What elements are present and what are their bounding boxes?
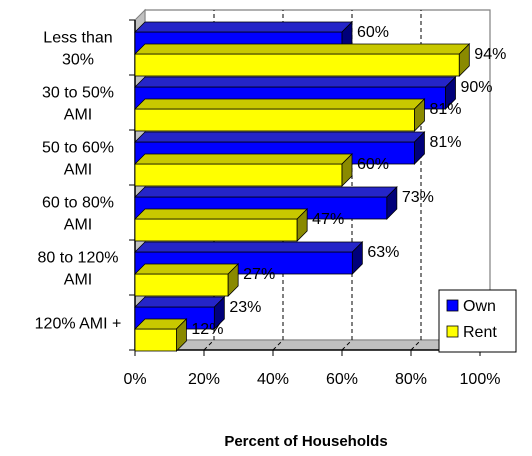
bar-side <box>414 131 425 165</box>
category-label: 50 to 60% <box>42 140 114 157</box>
rent-data-label: 12% <box>191 321 223 338</box>
data-labels: 60%94%90%81%81%60%73%47%63%27%23%12% <box>191 24 506 338</box>
rent-legend-swatch <box>446 325 459 338</box>
rent-bar <box>134 43 471 77</box>
bar-face <box>134 328 177 352</box>
bar-face <box>134 163 343 187</box>
own-data-label: 63% <box>367 244 399 261</box>
bar-face <box>134 53 460 77</box>
bars <box>134 21 471 352</box>
bar-top <box>134 296 226 308</box>
bar-top <box>134 131 426 143</box>
bar-top <box>134 153 353 165</box>
category-label: 30 to 50% <box>42 85 114 102</box>
x-tick-label: 20% <box>188 371 220 388</box>
own-data-label: 90% <box>461 79 493 96</box>
bar-top <box>134 43 471 55</box>
gridline-floor <box>272 339 284 351</box>
bar-side <box>175 318 187 352</box>
bar-top <box>134 76 457 88</box>
x-tick-label: 80% <box>395 371 427 388</box>
own-data-label: 73% <box>402 189 434 206</box>
bar-top <box>134 263 240 275</box>
category-label: 30% <box>62 52 94 69</box>
rent-data-label: 81% <box>429 101 461 118</box>
rent-data-label: 47% <box>312 211 344 228</box>
gridline-floor <box>203 339 215 351</box>
x-tick-label: 60% <box>326 371 358 388</box>
rent-data-label: 94% <box>474 46 506 63</box>
bar-face <box>134 108 415 132</box>
category-label: AMI <box>64 217 92 234</box>
bar-face <box>134 273 229 297</box>
category-label: 80 to 120% <box>38 250 119 267</box>
bar-side <box>458 43 470 77</box>
x-tick-label: 40% <box>257 371 289 388</box>
bar-face <box>134 218 298 242</box>
rent-data-label: 27% <box>243 266 275 283</box>
bar-side <box>386 186 398 220</box>
gridline-floor <box>341 339 353 351</box>
legend: Own Rent <box>438 289 517 353</box>
x-tick-label: 0% <box>123 371 146 388</box>
x-axis-title: Percent of Households <box>224 433 387 450</box>
bar-side <box>213 296 225 330</box>
category-label: 120% AMI + <box>35 316 122 333</box>
bar-side <box>351 241 363 275</box>
bar-side <box>296 208 308 242</box>
own-data-label: 60% <box>357 24 389 41</box>
category-labels: Less than 30% 30 to 50% AMI 50 to 60% AMI 60 t… <box>35 30 122 333</box>
x-tick-label: 100% <box>460 371 501 388</box>
category-label: Less than <box>43 30 112 47</box>
own-data-label: 81% <box>429 134 461 151</box>
rent-bar <box>134 263 240 297</box>
bar-top <box>134 21 353 33</box>
bar-top <box>134 186 398 198</box>
x-tick-labels: 0% 20% 40% 60% 80% 100% <box>123 371 500 388</box>
bar-side <box>445 76 456 110</box>
gridline-floor <box>410 339 422 351</box>
bar-side <box>341 153 353 187</box>
category-label: AMI <box>64 107 92 124</box>
rent-data-label: 60% <box>357 156 389 173</box>
category-label: 60 to 80% <box>42 195 114 212</box>
rent-legend-label: Rent <box>463 324 497 341</box>
bar-side <box>414 98 425 132</box>
rent-bar <box>134 98 426 132</box>
rent-bar <box>134 208 309 242</box>
floor <box>133 339 492 351</box>
rent-bar <box>134 153 353 187</box>
category-label: AMI <box>64 272 92 289</box>
own-legend-swatch <box>446 299 459 312</box>
bar-top <box>134 208 309 220</box>
own-legend-label: Own <box>463 298 496 315</box>
bar-top <box>134 98 426 110</box>
bar-top <box>134 241 364 253</box>
bar-side <box>227 263 239 297</box>
own-data-label: 23% <box>229 299 261 316</box>
category-label: AMI <box>64 162 92 179</box>
rent-bar <box>134 318 188 352</box>
